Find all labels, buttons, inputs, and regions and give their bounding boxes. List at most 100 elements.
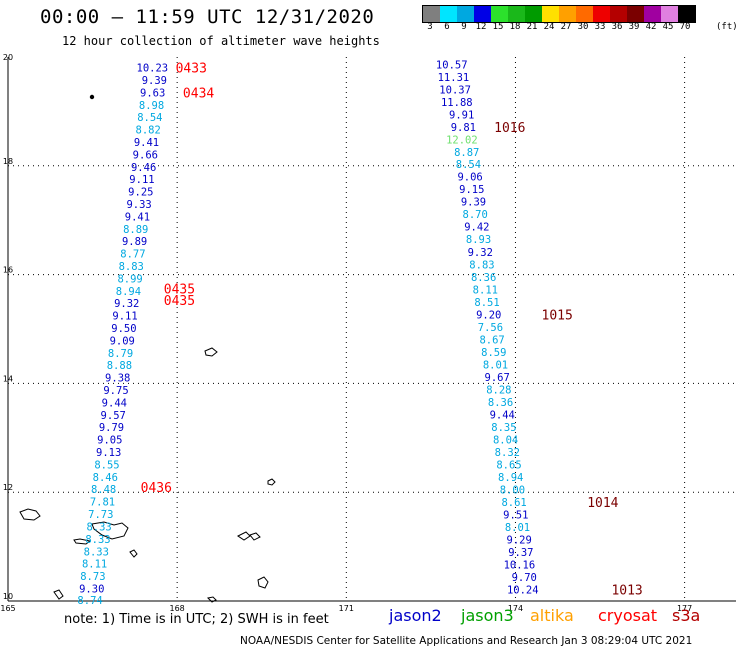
wave-height-label: 8.94 xyxy=(498,472,523,484)
y-tick-label: 20 xyxy=(3,53,13,62)
x-tick-label: 174 xyxy=(508,604,523,613)
color-scale-tick: 15 xyxy=(492,22,504,32)
y-tick-label: 18 xyxy=(3,157,13,166)
wave-height-label: 9.44 xyxy=(102,397,127,409)
wave-height-label: 10.37 xyxy=(439,85,471,97)
time-label: 0436 xyxy=(141,481,172,496)
wave-height-label: 8.01 xyxy=(483,359,508,371)
wave-height-label: 8.87 xyxy=(454,147,479,159)
wave-height-label: 8.79 xyxy=(108,348,133,360)
wave-height-label: 8.93 xyxy=(466,234,491,246)
wave-height-label: 8.83 xyxy=(469,259,494,271)
island-outline xyxy=(204,347,218,357)
wave-height-label: 9.63 xyxy=(140,87,165,99)
island-outline xyxy=(129,549,138,558)
wave-height-label: 9.15 xyxy=(459,184,484,196)
legend-s3a: s3a xyxy=(672,606,701,625)
wave-height-label: 9.41 xyxy=(134,137,159,149)
color-swatch xyxy=(542,6,559,22)
wave-height-label: 8.33 xyxy=(86,521,111,533)
credit-line: NOAA/NESDIS Center for Satellite Applica… xyxy=(240,635,693,647)
wave-height-label: 8.73 xyxy=(80,571,105,583)
x-tick-label: 165 xyxy=(0,604,15,613)
island-outline xyxy=(257,576,269,589)
wave-height-label: 9.91 xyxy=(449,110,474,122)
color-swatch xyxy=(593,6,610,22)
x-tick-label: 168 xyxy=(170,604,185,613)
wave-height-label: 9.20 xyxy=(476,309,501,321)
wave-height-label: 8.36 xyxy=(488,397,513,409)
y-tick-label: 14 xyxy=(3,374,13,383)
wave-height-label: 9.29 xyxy=(507,535,532,547)
wave-height-label: 9.57 xyxy=(101,410,126,422)
wave-height-label: 9.41 xyxy=(125,211,150,223)
time-label: 1014 xyxy=(587,496,618,511)
wave-height-label: 8.77 xyxy=(120,248,145,260)
island-outline xyxy=(267,478,276,486)
color-swatch xyxy=(576,6,593,22)
wave-height-label: 8.99 xyxy=(117,273,142,285)
wave-height-label: 8.35 xyxy=(491,422,516,434)
wave-height-label: 9.11 xyxy=(112,310,137,322)
wave-height-label: 8.11 xyxy=(82,558,107,570)
color-scale-tick: 33 xyxy=(594,22,606,32)
color-scale-tick: 6 xyxy=(444,22,450,32)
color-swatch xyxy=(678,6,695,22)
wave-height-label: 8.70 xyxy=(463,209,488,221)
wave-height-label: 9.32 xyxy=(114,298,139,310)
wave-height-label: 8.55 xyxy=(94,459,119,471)
island-outline xyxy=(237,531,251,541)
wave-height-label: 9.25 xyxy=(128,186,153,198)
wave-height-label: 7.73 xyxy=(88,509,113,521)
wave-height-label: 9.75 xyxy=(103,385,128,397)
wave-height-label: 9.50 xyxy=(111,323,136,335)
wave-height-label: 8.67 xyxy=(479,334,504,346)
time-label: 1013 xyxy=(611,584,642,599)
color-scale-tick: 3 xyxy=(427,22,433,32)
wave-height-label: 10.57 xyxy=(436,60,468,72)
island-outline xyxy=(19,508,41,521)
legend-jason2: jason2 xyxy=(389,606,442,625)
color-scale-tick: 39 xyxy=(628,22,640,32)
island-outline xyxy=(206,596,217,603)
color-scale-tick: 70 xyxy=(679,22,691,32)
wave-height-label: 8.51 xyxy=(474,297,499,309)
time-label: 0433 xyxy=(176,61,207,76)
wave-height-label: 8.28 xyxy=(486,384,511,396)
x-tick-label: 171 xyxy=(339,604,354,613)
y-tick-label: 12 xyxy=(3,483,13,492)
map-title: 00:00 – 11:59 UTC 12/31/2020 xyxy=(40,6,375,28)
wave-height-label: 9.89 xyxy=(122,236,147,248)
wave-height-label: 9.11 xyxy=(129,174,154,186)
island-outlines xyxy=(19,94,276,603)
wave-height-label: 10.23 xyxy=(137,62,169,74)
wave-height-label: 8.32 xyxy=(495,447,520,459)
time-label: 1015 xyxy=(542,308,573,323)
color-scale-bar xyxy=(422,5,696,23)
color-scale-tick: 27 xyxy=(560,22,572,32)
color-swatch xyxy=(457,6,474,22)
legend-jason3: jason3 xyxy=(461,606,514,625)
wave-height-label: 8.46 xyxy=(93,472,118,484)
wave-height-label: 9.81 xyxy=(451,122,476,134)
color-swatch xyxy=(423,6,440,22)
wave-height-label: 8.98 xyxy=(139,100,164,112)
wave-height-label: 8.48 xyxy=(91,484,116,496)
color-swatch xyxy=(661,6,678,22)
footnote: note: 1) Time is in UTC; 2) SWH is in fe… xyxy=(64,612,329,627)
color-swatch xyxy=(508,6,525,22)
wave-height-label: 9.05 xyxy=(97,434,122,446)
wave-height-label: 10.16 xyxy=(504,560,536,572)
wave-height-label: 8.74 xyxy=(77,595,102,607)
color-swatch xyxy=(559,6,576,22)
island-outline xyxy=(249,532,261,541)
legend-altika: altika xyxy=(530,606,574,625)
time-label: 0435 xyxy=(164,294,195,309)
wave-height-label: 9.44 xyxy=(490,409,515,421)
wave-height-label: 8.33 xyxy=(84,546,109,558)
wave-height-label: 8.54 xyxy=(456,159,481,171)
wave-height-label: 9.38 xyxy=(105,372,130,384)
wave-height-label: 9.79 xyxy=(99,422,124,434)
time-label: 0434 xyxy=(183,86,214,101)
